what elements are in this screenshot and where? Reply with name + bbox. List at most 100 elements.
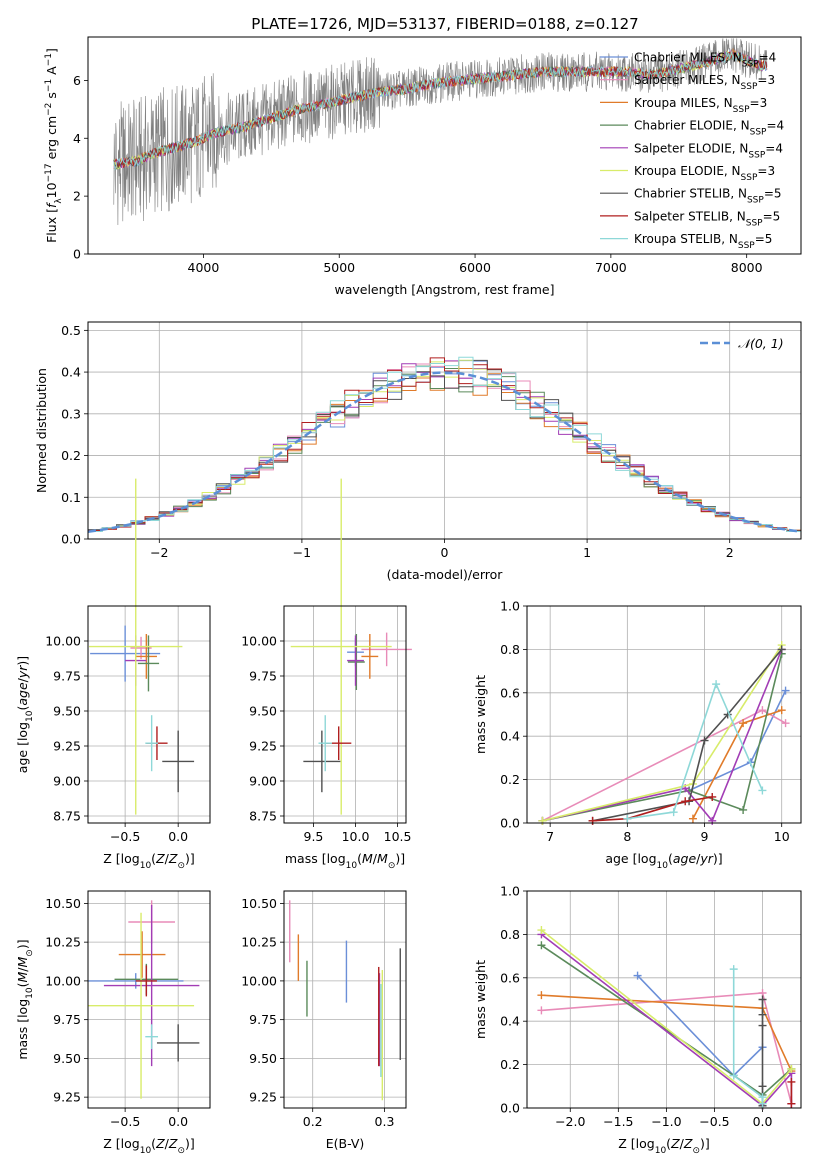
x-tick-label: 10.0 [342,829,370,844]
x-tick-label: 7000 [595,260,627,275]
x-axis-label: Z [log10(Z/Z⊙)] [103,1136,195,1156]
data-point-marker [729,1071,738,1080]
data-point-marker [781,686,790,695]
y-tick-label: 10.00 [45,634,81,649]
y-tick-label: 9.75 [249,1012,277,1027]
data-point-marker [681,797,690,806]
y-tick-label: 0.2 [500,772,520,787]
y-tick-label: 0.3 [61,406,81,421]
x-tick-label: −1.0 [651,1114,681,1129]
x-axis-label: Z [log10(Z/Z⊙)] [618,1136,710,1156]
legend-label: Salpeter ELODIE, NSSP=4 [634,141,783,160]
age_vs_mass-panel: 9.5 10.0 10.5 8.75 9.00 9.25 9.50 9.75 10.00 mass… [241,478,412,871]
y-tick-label: 0.0 [500,816,520,831]
y-tick-label: 0.5 [61,323,81,338]
y-tick-label: 9.50 [53,704,81,719]
axes-frame [87,890,211,1109]
x-tick-label: 0.3 [375,1114,395,1129]
x-tick-label: 4000 [188,260,220,275]
y-tick-label: 10.25 [241,935,277,950]
axes-frame [87,605,211,824]
y-tick-label: 8.75 [53,809,81,824]
data-point-marker [537,991,546,1000]
y-axis-label: mass weight [473,960,488,1039]
massweight_vs_Z-panel: −2.0 −1.5 −1.0 −0.5 0.0 0.0 0.2 0.4 0.6 0.8 1.0 Z [… [473,884,802,1156]
y-tick-label: 0.1 [61,490,81,505]
y-tick-label: 0 [73,247,81,262]
x-axis-label: (data-model)/error [387,567,504,582]
y-tick-label: 2 [73,189,81,204]
y-tick-label: 0.4 [500,1014,520,1029]
y-tick-label: 9.50 [249,1051,277,1066]
y-tick-label: 0.4 [500,729,520,744]
y-tick-label: 9.75 [53,1012,81,1027]
x-axis-label: Z [log10(Z/Z⊙)] [103,851,195,871]
data-point-marker [758,1010,767,1019]
y-tick-label: 10.50 [45,896,81,911]
y-tick-label: 0.8 [500,927,520,942]
age_vs_Z-panel: −0.5 0.0 8.75 9.00 9.25 9.50 9.75 10.00 Z [log10… [15,478,211,871]
x-axis-label: age [log10(age/yr)] [605,851,722,871]
x-tick-label: 0.0 [753,1114,773,1129]
x-tick-label: 6000 [459,260,491,275]
x-tick-label: 9.5 [304,829,324,844]
y-tick-label: 4 [73,131,81,146]
data-point-marker [729,965,738,974]
y-tick-label: 0.0 [500,1101,520,1116]
data-point-marker [787,1077,796,1086]
x-axis-label: E(B-V) [326,1136,365,1151]
axes-frame [87,321,802,540]
x-tick-label: −1.5 [603,1114,633,1129]
data-point-marker [712,680,721,689]
y-tick-label: 9.50 [249,704,277,719]
data-point-marker [623,814,632,823]
data-point-marker [758,706,767,715]
x-tick-label: 9 [701,829,709,844]
series-line [592,796,713,822]
y-tick-label: 9.50 [53,1051,81,1066]
data-point-marker [758,1099,767,1108]
y-tick-label: 0.4 [61,365,81,380]
x-tick-label: 10 [774,829,790,844]
x-tick-label: 5000 [323,260,355,275]
x-tick-label: 0 [441,545,449,560]
data-point-marker [669,808,678,817]
data-point-marker [758,1082,767,1091]
x-tick-label: −0.5 [110,1114,140,1129]
legend-label: Chabrier STELIB, NSSP=5 [634,187,782,206]
y-tick-label: 10.00 [241,634,277,649]
data-point-marker [537,1006,546,1015]
series-line [542,653,783,822]
legend-label: Chabrier MILES, NSSP=4 [634,51,776,70]
y-axis-label: Normed distribution [34,368,49,493]
figure-title: PLATE=1726, MJD=53137, FIBERID=0188, z=0… [251,15,638,33]
x-axis-label: wavelength [Angstrom, rest frame] [334,282,554,297]
mass_vs_EBV-panel: 0.2 0.3 9.25 9.50 9.75 10.00 10.25 10.50 E(B-V) [241,890,407,1151]
axes-frame [283,890,407,1109]
spectrum-panel: 4000 5000 6000 7000 8000 0 2 4 6 wavelength [Angs… [44,36,802,297]
y-tick-label: 9.25 [249,1090,277,1105]
data-point-marker [787,1064,796,1073]
data-point-marker [537,941,546,950]
y-tick-label: 9.75 [249,669,277,684]
axes-frame [526,890,802,1109]
data-point-marker [777,645,786,654]
data-point-marker [588,816,597,825]
massweight_vs_age-panel: 7 8 9 10 0.0 0.2 0.4 0.6 0.8 1.0 age [log10(age/yr… [473,599,802,871]
x-tick-label: 8 [623,829,631,844]
legend-label: Kroupa STELIB, NSSP=5 [634,232,772,251]
x-tick-label: 8000 [731,260,763,275]
data-point-marker [700,736,709,745]
y-tick-label: 9.25 [249,739,277,754]
data-point-marker [538,816,547,825]
y-tick-label: 10.00 [241,973,277,988]
y-tick-label: 0.6 [500,970,520,985]
y-tick-label: 10.50 [241,896,277,911]
legend-label: Kroupa ELODIE, NSSP=3 [634,164,775,183]
series-line [627,681,764,820]
series-line [637,975,764,1077]
y-tick-label: 6 [73,73,81,88]
data-point-marker [758,1021,767,1030]
x-tick-label: 1 [583,545,591,560]
series-line [542,644,783,822]
